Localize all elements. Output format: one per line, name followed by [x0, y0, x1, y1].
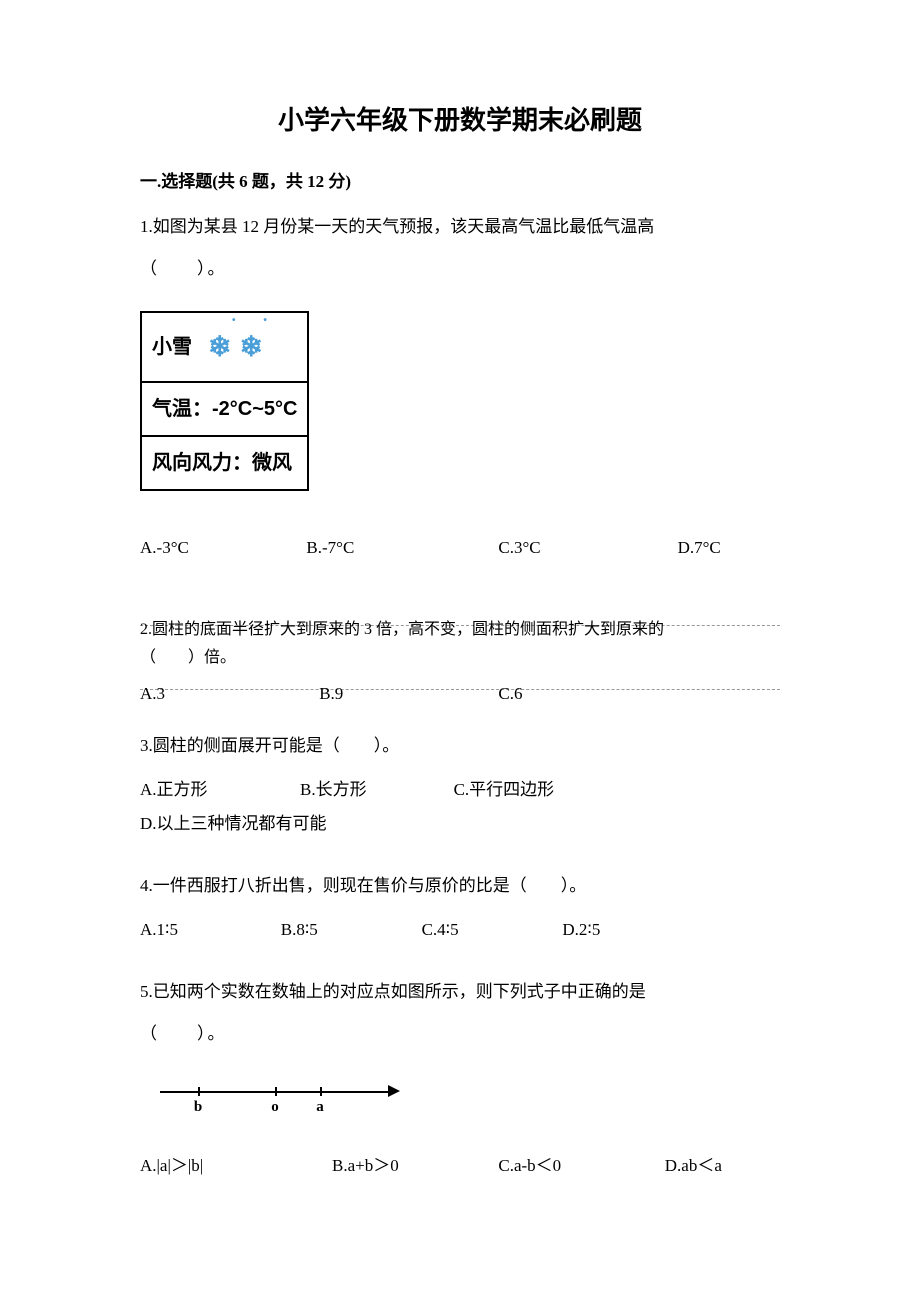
question-4: 4.一件西服打八折出售，则现在售价与原价的比是（ ）。 — [140, 869, 780, 903]
q1-blank: （ ）。 — [140, 252, 780, 286]
snowflake-icon: ❄ — [208, 319, 231, 375]
section-header: 一.选择题(共 6 题，共 12 分) — [140, 167, 780, 192]
q3-option-b: B.长方形 — [300, 773, 454, 807]
q2-option-b: B.9 — [319, 677, 498, 711]
q5-blank: （ ）。 — [140, 1017, 780, 1051]
tick-label-a: a — [316, 1099, 324, 1116]
question-1: 1.如图为某县 12 月份某一天的天气预报，该天最高气温比最低气温高 （ ）。 … — [140, 210, 780, 521]
q3-text: 3.圆柱的侧面展开可能是（ ）。 — [140, 729, 780, 763]
q5-option-d: D.ab＜a — [665, 1151, 722, 1176]
q5-option-c: C.a-b＜0 — [498, 1151, 664, 1176]
q2-option-c: C.6 — [498, 677, 677, 711]
q5-option-a: A.|a|＞|b| — [140, 1151, 332, 1176]
tick-a — [320, 1087, 322, 1096]
tick-label-b: b — [194, 1099, 202, 1116]
q4-option-b: B.8∶5 — [281, 913, 422, 947]
tick-o — [275, 1087, 277, 1096]
q5-options: A.|a|＞|b| B.a+b＞0 C.a-b＜0 D.ab＜a — [140, 1151, 780, 1176]
q1-option-b: B.-7°C — [306, 531, 498, 565]
q5-text: 5.已知两个实数在数轴上的对应点如图所示，则下列式子中正确的是 — [140, 975, 780, 1009]
tick-b — [198, 1087, 200, 1096]
q1-options: A.-3°C B.-7°C C.3°C D.7°C — [140, 531, 780, 565]
q4-text: 4.一件西服打八折出售，则现在售价与原价的比是（ ）。 — [140, 869, 780, 903]
q2-option-a: A.3 — [140, 677, 319, 711]
number-line-figure: b o a — [160, 1081, 780, 1121]
weather-row-wind: 风向风力：微风 — [142, 437, 307, 489]
q3-option-d: D.以上三种情况都有可能 — [140, 807, 327, 841]
snowflake-icon: ❄ — [239, 319, 262, 375]
q4-option-a: A.1∶5 — [140, 913, 281, 947]
weather-label-snow: 小雪 — [152, 327, 192, 367]
q4-option-c: C.4∶5 — [422, 913, 563, 947]
q2-text-line2: （ ）倍。 — [140, 647, 780, 669]
q1-option-a: A.-3°C — [140, 531, 306, 565]
q4-options: A.1∶5 B.8∶5 C.4∶5 D.2∶5 — [140, 913, 780, 947]
q4-option-d: D.2∶5 — [562, 913, 600, 947]
question-2: 2.圆柱的底面半径扩大到原来的 3 倍，高不变，圆柱的侧面积扩大到原来的 （ ）… — [140, 615, 780, 711]
q3-options: A.正方形 B.长方形 C.平行四边形 D.以上三种情况都有可能 — [140, 773, 780, 841]
weather-row-temp: 气温：-2°C~5°C — [142, 383, 307, 437]
q1-option-c: C.3°C — [498, 531, 677, 565]
question-3: 3.圆柱的侧面展开可能是（ ）。 — [140, 729, 780, 763]
q1-option-d: D.7°C — [678, 531, 721, 565]
page-title: 小学六年级下册数学期末必刷题 — [140, 100, 780, 137]
weather-forecast-box: 小雪 ❄ ❄ 气温：-2°C~5°C 风向风力：微风 — [140, 311, 309, 491]
q1-text: 1.如图为某县 12 月份某一天的天气预报，该天最高气温比最低气温高 — [140, 210, 780, 244]
q2-text-line1: 2.圆柱的底面半径扩大到原来的 3 倍，高不变，圆柱的侧面积扩大到原来的 — [140, 615, 780, 639]
tick-label-o: o — [271, 1099, 279, 1116]
question-5: 5.已知两个实数在数轴上的对应点如图所示，则下列式子中正确的是 （ ）。 — [140, 975, 780, 1051]
q3-option-a: A.正方形 — [140, 773, 300, 807]
arrow-right-icon — [388, 1085, 400, 1097]
q5-option-b: B.a+b＞0 — [332, 1151, 498, 1176]
q2-options: A.3 B.9 C.6 — [140, 677, 780, 711]
weather-row-snow: 小雪 ❄ ❄ — [142, 313, 307, 383]
q3-option-c: C.平行四边形 — [454, 773, 646, 807]
